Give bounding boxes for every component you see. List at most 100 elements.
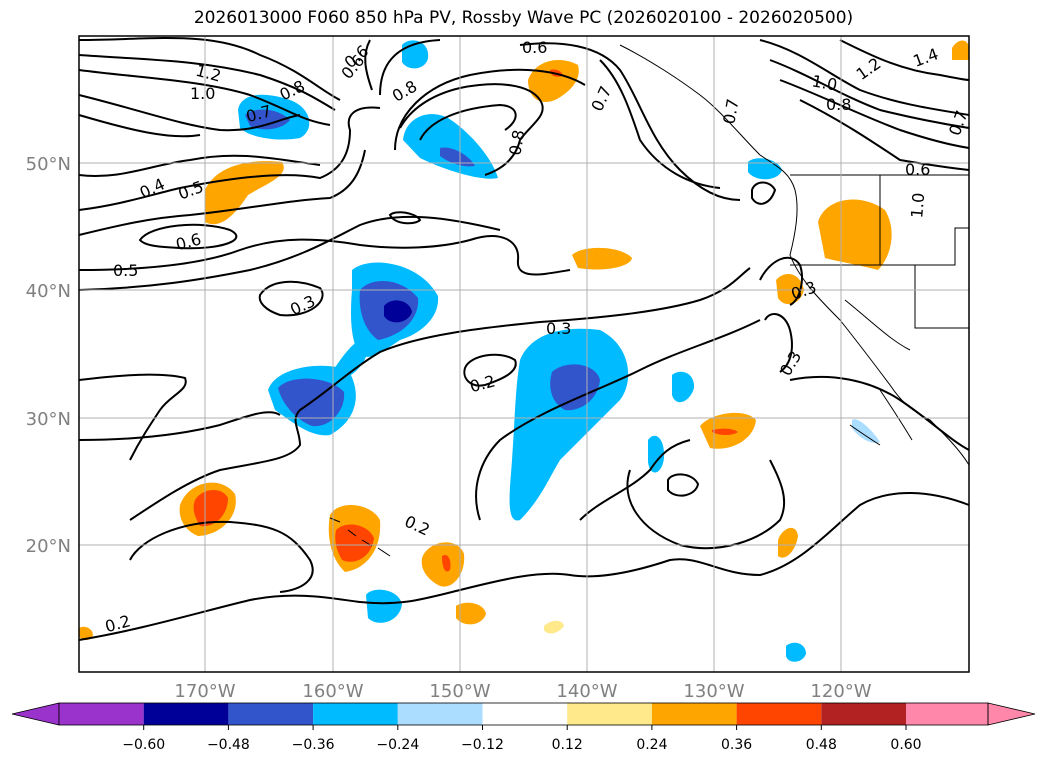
contour-12 [258, 280, 324, 317]
contour-2 [78, 54, 336, 111]
blue-shade-baja [852, 419, 880, 444]
colorbar-ticks [143, 725, 907, 730]
lon-label: 150°W [429, 681, 490, 702]
contour-17 [78, 492, 970, 641]
orange-shade-east-small [778, 527, 798, 558]
colorbar-bin [59, 703, 144, 725]
contour-36 [764, 313, 793, 373]
lon-label: 130°W [683, 681, 744, 702]
navy-shade-aleutian [245, 109, 290, 130]
contour-21 [626, 459, 786, 550]
contour-30 [759, 39, 970, 116]
contour-33 [799, 99, 970, 171]
contour-19 [475, 319, 761, 521]
contour-label: 1.0 [810, 71, 838, 94]
contour-13 [78, 373, 187, 461]
contour-28 [519, 42, 741, 201]
north-america-coast [619, 44, 970, 466]
lon-label: 160°W [302, 681, 363, 702]
hawaii-islands [329, 517, 391, 557]
state-border-4 [844, 299, 911, 351]
map-frame [78, 35, 970, 673]
contour-16 [129, 520, 314, 593]
navy-shade-gulf [440, 147, 475, 167]
royal-shade-east [550, 364, 600, 411]
blue-shade-mid-small [672, 371, 695, 403]
colorbar-bin [567, 703, 652, 725]
colorbar-label: −0.12 [461, 737, 504, 753]
contour-24 [419, 103, 517, 141]
contour-label: 1.0 [190, 84, 215, 103]
contour-9 [138, 223, 238, 250]
colorbar-bin [228, 703, 314, 725]
contour-1 [78, 37, 341, 101]
colorbar-bin [906, 703, 988, 725]
red-core-mid-east [712, 428, 738, 435]
contour-32 [779, 79, 970, 149]
colorbar-bin [482, 703, 568, 725]
colorbar-label: −0.24 [376, 737, 419, 753]
contour-4 [78, 94, 301, 132]
colorbar-label: 0.24 [636, 737, 667, 753]
contour-3 [78, 69, 331, 126]
contour-7 [78, 106, 381, 211]
lat-label: 40°N [26, 281, 71, 302]
gridlines [79, 36, 969, 672]
contour-label: 0.6 [522, 38, 547, 57]
colorbar-bin [736, 703, 822, 725]
coastlines [329, 44, 970, 557]
contour-5 [78, 114, 201, 138]
colorbar-label: 0.60 [890, 737, 921, 753]
colorbar-bin [397, 703, 483, 725]
orange-shade-california [818, 199, 892, 270]
colorbar-frame [58, 702, 989, 726]
lon-label: 140°W [556, 681, 617, 702]
lon-tick-labels: 170°W 160°W 150°W 140°W 130°W 120°W [174, 681, 871, 702]
state-border-3 [914, 265, 969, 329]
colorbar-extend-max [987, 702, 1036, 726]
contour-34 [839, 39, 970, 81]
baja-coast [849, 389, 913, 446]
orange-shade-northwest [205, 161, 284, 225]
orange-shade-corner [952, 40, 969, 60]
contour-22 [667, 473, 700, 497]
contour-11 [78, 215, 501, 291]
orange-shade-far-west [79, 626, 93, 641]
contour-label: 0.6 [905, 160, 930, 179]
contour-23 [399, 83, 544, 176]
lat-label: 50°N [26, 154, 71, 175]
contour-label: 0.8 [826, 95, 851, 114]
blue-shade-small-se [786, 642, 806, 662]
contour-38 [388, 211, 422, 225]
map-panel: 1.2 1.0 0.8 0.7 0.6 0.5 0.4 0.5 0.6 0.3 … [78, 35, 972, 673]
contour-label: 1.0 [907, 192, 928, 219]
colorbar-bin [143, 703, 229, 725]
figure-title: 2026013000 F060 850 hPa PV, Rossby Wave … [193, 8, 854, 28]
contour-27 [364, 39, 373, 91]
red-core-south-central [442, 554, 451, 572]
contour-14 [129, 267, 751, 521]
contour-25 [394, 68, 586, 151]
contour-label: 0.8 [505, 128, 528, 156]
lat-label: 20°N [26, 536, 71, 557]
blue-shade-connector [330, 340, 368, 381]
colorbar-label: −0.36 [292, 737, 335, 753]
contour-29 [599, 59, 721, 189]
colorbar-bin [651, 703, 737, 725]
colorbar-label: 0.36 [721, 737, 752, 753]
orange-shade-south-small [456, 602, 486, 625]
contour-label: 0.7 [719, 97, 742, 125]
lat-tick-labels: 50°N 40°N 30°N 20°N [26, 154, 71, 557]
lon-label: 120°W [810, 681, 871, 702]
contour-label: 0.3 [546, 319, 571, 338]
contour-label: 0.5 [113, 261, 138, 280]
yellow-shade-tiny [544, 620, 564, 634]
colorbar-bin [821, 703, 906, 725]
contour-26 [379, 39, 441, 96]
contour-8 [78, 149, 366, 236]
state-border-2 [880, 227, 969, 266]
contour-37 [789, 375, 970, 451]
contour-6 [78, 154, 321, 177]
red-core-hawaii-west [193, 489, 228, 527]
